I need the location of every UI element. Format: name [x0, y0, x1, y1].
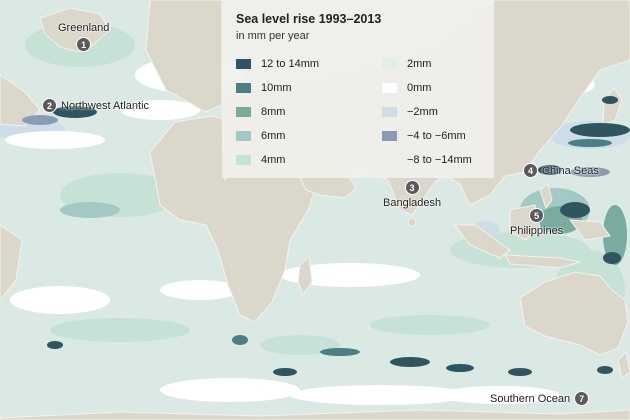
sri-lanka-land — [407, 217, 417, 227]
callout-china-seas: 4 China Seas — [523, 163, 599, 178]
legend-item: −2mm — [382, 100, 472, 124]
legend-column-left: 12 to 14mm 10mm 8mm 6mm 4mm — [236, 52, 319, 172]
callout-number: 3 — [404, 180, 420, 195]
legend-item-label: −8 to −14mm — [407, 154, 472, 166]
callout-label: Greenland — [58, 22, 110, 34]
legend-swatch — [236, 59, 251, 69]
callout-number: 5 — [529, 208, 545, 223]
legend-item-label: 12 to 14mm — [261, 58, 320, 70]
callout-label: China Seas — [542, 164, 599, 177]
java-land — [504, 254, 581, 269]
legend-item-label: 0mm — [407, 82, 432, 94]
legend-item-label: −2mm — [407, 106, 438, 118]
legend-swatch — [236, 83, 251, 93]
legend-column-right: 2mm 0mm −2mm −4 to −6mm −8 to −14mm — [382, 52, 472, 172]
sumatra-land — [454, 224, 511, 259]
legend-item: 4mm — [236, 148, 319, 172]
south-america-land — [0, 224, 23, 301]
legend-item: 10mm — [236, 76, 319, 100]
legend-item: 0mm — [382, 76, 472, 100]
callout-number: 7 — [574, 391, 590, 406]
legend-item-label: −4 to −6mm — [407, 130, 466, 142]
australia-land — [519, 271, 629, 356]
legend-item: −4 to −6mm — [382, 124, 472, 148]
callout-label: Philippines — [510, 225, 564, 237]
callout-number: 2 — [42, 98, 57, 113]
legend-swatch — [236, 107, 251, 117]
legend-item: 12 to 14mm — [236, 52, 319, 76]
legend-title: Sea level rise 1993–2013 — [236, 12, 382, 26]
callout-label: Southern Ocean — [490, 392, 571, 405]
legend-item: 2mm — [382, 52, 472, 76]
legend-swatch — [382, 131, 397, 141]
callout-label: Northwest Atlantic — [61, 99, 150, 112]
map-legend: Sea level rise 1993–2013 in mm per year … — [222, 0, 494, 178]
callout-northwest-atlantic: 2 Northwest Atlantic — [42, 98, 149, 113]
callout-number: 1 — [76, 37, 92, 52]
legend-swatch — [382, 83, 397, 93]
legend-swatch — [236, 131, 251, 141]
legend-item-label: 6mm — [261, 130, 286, 142]
legend-swatch — [382, 107, 397, 117]
legend-item: −8 to −14mm — [382, 148, 472, 172]
callout-number: 4 — [523, 163, 538, 178]
legend-item-label: 4mm — [261, 154, 286, 166]
callout-southern-ocean: 7 Southern Ocean — [490, 391, 590, 406]
legend-item-label: 2mm — [407, 58, 432, 70]
legend-swatch — [382, 59, 397, 69]
callout-bangladesh: 3 Bangladesh — [383, 180, 441, 209]
legend-swatch — [382, 155, 397, 165]
new-guinea-land — [568, 219, 611, 241]
greenland-land — [39, 7, 111, 53]
callout-greenland: 1 Greenland — [58, 22, 109, 52]
madagascar-land — [297, 255, 313, 297]
legend-subtitle: in mm per year — [236, 30, 310, 42]
philippines-land — [539, 183, 553, 210]
legend-item: 6mm — [236, 124, 319, 148]
new-zealand-land — [617, 350, 630, 379]
legend-item-label: 8mm — [261, 106, 286, 118]
antarctica-land — [0, 409, 630, 420]
legend-swatch — [236, 155, 251, 165]
callout-label: Bangladesh — [383, 197, 442, 209]
legend-item: 8mm — [236, 100, 319, 124]
legend-item-label: 10mm — [261, 82, 292, 94]
ocean-hotspots — [22, 96, 630, 376]
callout-philippines: 5 Philippines — [510, 208, 563, 237]
